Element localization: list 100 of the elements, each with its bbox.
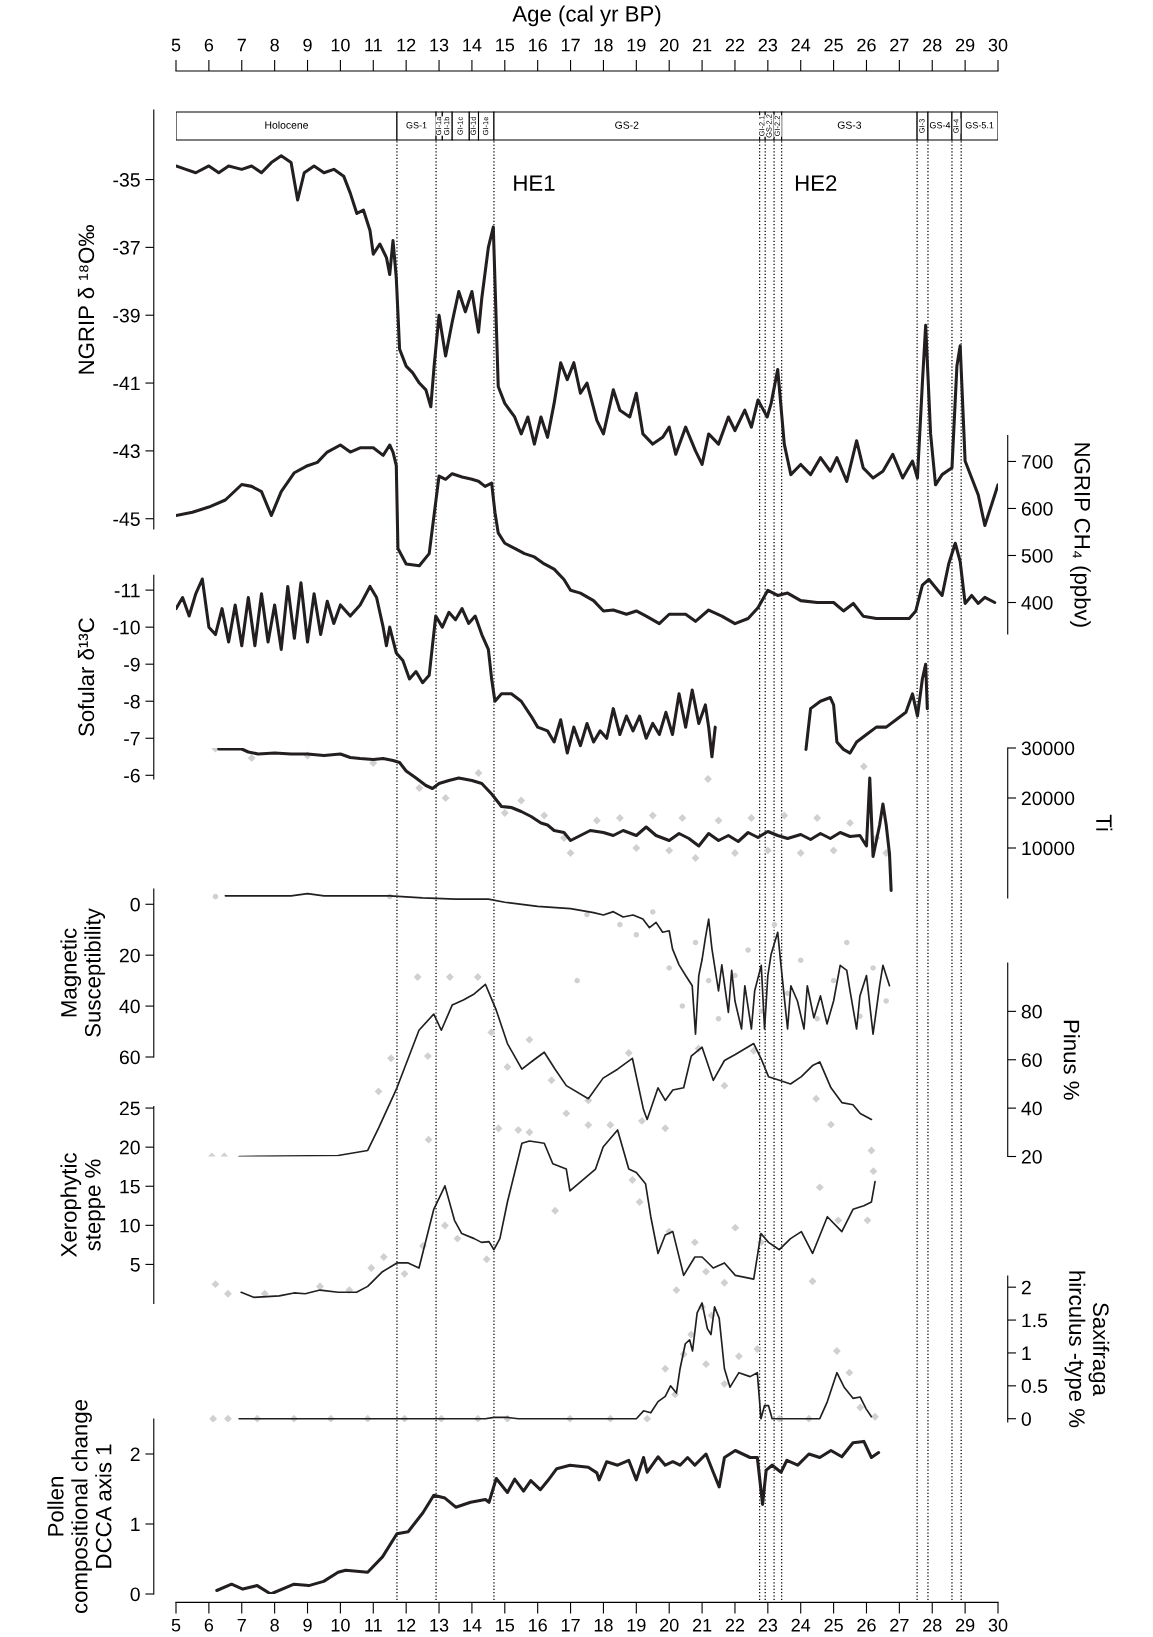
x-tick-label: 18 xyxy=(594,1618,613,1632)
x2-tick-label: 6 xyxy=(204,38,214,52)
y-axis-title: NGRIP δ ¹⁸O‰ xyxy=(77,225,95,374)
y2-tick-label: 0 xyxy=(1021,1412,1031,1426)
x-tick-label: 12 xyxy=(397,1618,416,1632)
y2-tick-label: 1.5 xyxy=(1022,1313,1048,1328)
x2-tick-label: 17 xyxy=(561,38,580,52)
x-tick-label: 7 xyxy=(237,1618,246,1632)
band-label: GS-3 xyxy=(837,121,862,129)
x2-tick-label: 13 xyxy=(430,38,449,52)
y2-tick-label: 20000 xyxy=(1021,791,1075,806)
x2-tick-label: 11 xyxy=(365,38,382,52)
x2-tick-label: 7 xyxy=(237,38,246,52)
x-tick-label: 30 xyxy=(988,1618,1008,1632)
band-label: GS-5.1 xyxy=(965,122,994,129)
y-tick-label: 40 xyxy=(119,999,140,1014)
y2-tick-label: 600 xyxy=(1021,501,1053,516)
y2-tick-label: 700 xyxy=(1021,454,1053,469)
y2-tick-label: 30000 xyxy=(1021,741,1075,756)
x-tick-label: 16 xyxy=(529,1618,547,1632)
y-axis-title: Pollen compositional change DCCA axis 1 xyxy=(47,1400,112,1614)
y-tick-label: -37 xyxy=(113,240,140,255)
y2-tick-label: 60 xyxy=(1021,1053,1042,1067)
band-label: Holocene xyxy=(265,121,309,129)
x-tick-label: 24 xyxy=(791,1618,811,1632)
annotation: HE2 xyxy=(795,175,837,191)
x2-tick-label: 21 xyxy=(692,38,712,52)
y-tick-label: 0 xyxy=(130,897,140,912)
x-tick-label: 10 xyxy=(331,1618,350,1632)
x2-tick-label: 28 xyxy=(923,38,942,52)
x-tick-label: 22 xyxy=(725,1618,745,1632)
x2-tick-label: 25 xyxy=(824,38,843,52)
band-label: GS-1 xyxy=(406,122,427,129)
x-tick-label: 20 xyxy=(660,1618,679,1632)
x-tick-label: 27 xyxy=(890,1618,909,1632)
x2-tick-label: 19 xyxy=(627,38,646,52)
y2-tick-label: 20 xyxy=(1021,1149,1042,1164)
y-tick-label: 5 xyxy=(130,1258,140,1272)
band-label: GS-2 xyxy=(615,121,639,129)
x2-tick-label: 23 xyxy=(758,38,778,52)
y-tick-label: -8 xyxy=(124,694,140,709)
x2-axis-title: Age (cal yr BP) xyxy=(512,5,661,27)
y-tick-label: -39 xyxy=(113,308,140,323)
y2-axis-title: NGRIP CH₄ (ppbv) xyxy=(1070,443,1091,627)
y-tick-label: 0 xyxy=(130,1587,140,1602)
y-tick-label: 20 xyxy=(119,948,140,963)
y-tick-label: 25 xyxy=(119,1101,140,1116)
x-tick-label: 11 xyxy=(365,1618,382,1632)
x-tick-label: 21 xyxy=(692,1618,712,1632)
x2-tick-label: 26 xyxy=(857,38,876,52)
x2-tick-label: 22 xyxy=(725,38,745,52)
x-tick-label: 13 xyxy=(430,1618,449,1632)
x-tick-label: 9 xyxy=(303,1618,312,1632)
y-axis-title: Sofular δ¹³C xyxy=(77,618,95,737)
y2-tick-label: 2 xyxy=(1021,1280,1031,1295)
x-tick-label: 28 xyxy=(923,1618,942,1632)
y-tick-label: 10 xyxy=(120,1218,140,1233)
band-label: GS-4 xyxy=(929,122,951,129)
y2-axis-title: Pinus % xyxy=(1063,1020,1080,1100)
y-tick-label: -11 xyxy=(114,583,140,598)
y-tick-label: 20 xyxy=(119,1140,140,1155)
x-tick-label: 8 xyxy=(270,1618,279,1632)
x2-tick-label: 24 xyxy=(791,38,811,52)
x2-tick-label: 16 xyxy=(529,38,547,52)
x2-tick-label: 29 xyxy=(955,38,975,52)
y2-tick-label: 1 xyxy=(1022,1346,1031,1360)
x-tick-label: 5 xyxy=(171,1618,181,1632)
y-tick-label: -10 xyxy=(113,620,140,635)
y-tick-label: -35 xyxy=(113,173,140,187)
y2-tick-label: 500 xyxy=(1021,548,1053,563)
y-tick-label: -7 xyxy=(124,731,140,746)
x-tick-label: 15 xyxy=(496,1618,515,1632)
x2-tick-label: 14 xyxy=(463,38,482,52)
x2-tick-label: 27 xyxy=(890,38,909,52)
x2-tick-label: 30 xyxy=(988,38,1008,52)
x-tick-label: 23 xyxy=(758,1618,778,1632)
x-tick-label: 14 xyxy=(463,1618,482,1632)
y-tick-label: -6 xyxy=(124,768,140,783)
x-tick-label: 26 xyxy=(857,1618,876,1632)
x2-tick-label: 9 xyxy=(303,38,312,52)
x2-tick-label: 5 xyxy=(171,38,181,52)
y-axis-title: Xerophytic steppe % xyxy=(60,1153,106,1257)
y2-tick-label: 40 xyxy=(1021,1101,1042,1116)
x-tick-label: 17 xyxy=(561,1618,580,1632)
y2-tick-label: 10000 xyxy=(1022,841,1075,856)
x2-tick-label: 12 xyxy=(397,38,416,52)
x2-tick-label: 18 xyxy=(594,38,613,52)
y-tick-label: 15 xyxy=(120,1179,140,1194)
y-tick-label: -43 xyxy=(113,444,140,459)
y-axis-title: Magnetic Susceptibility xyxy=(60,908,106,1037)
x2-tick-label: 10 xyxy=(331,38,350,52)
y-tick-label: -45 xyxy=(113,512,140,526)
x-tick-label: 6 xyxy=(204,1618,214,1632)
y-tick-label: 2 xyxy=(130,1447,140,1462)
x2-tick-label: 20 xyxy=(660,38,679,52)
y-tick-label: -41 xyxy=(113,376,140,391)
y-tick-label: 60 xyxy=(119,1050,140,1065)
y-tick-label: -9 xyxy=(124,657,140,672)
x-tick-label: 29 xyxy=(955,1618,975,1632)
y2-tick-label: 0.5 xyxy=(1021,1379,1048,1394)
